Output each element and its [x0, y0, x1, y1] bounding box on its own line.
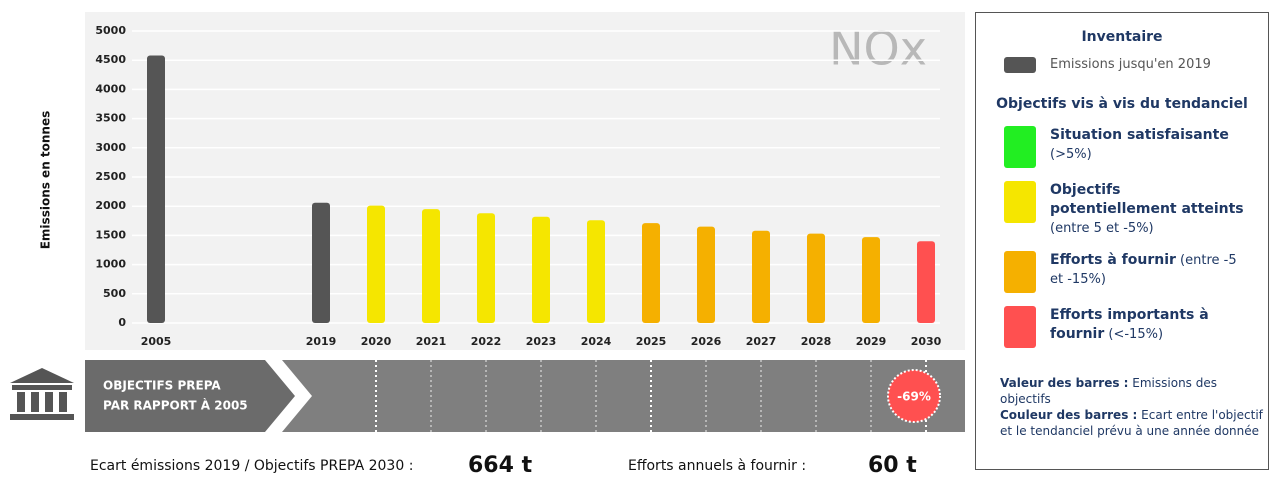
bar: [587, 220, 605, 323]
y-tick-label: 5000: [95, 24, 126, 37]
gap-label: Ecart émissions 2019 / Objectifs PREPA 2…: [90, 458, 413, 474]
note: Couleur des barres : Ecart entre l'objec…: [1000, 407, 1268, 439]
x-tick-label: 2025: [636, 335, 667, 348]
legend-swatch: [1004, 126, 1036, 168]
y-tick-label: 500: [103, 287, 126, 300]
note: Valeur des barres : Emissions des object…: [1000, 375, 1268, 407]
bar: [147, 55, 165, 323]
x-tick-label: 2020: [361, 335, 392, 348]
legend-item: Situation satisfaisante (>5%): [1004, 126, 1268, 168]
legend-range: (entre -5 et -15%): [1050, 253, 1237, 287]
legend-text: Efforts à fournir (entre -5 et -15%): [1050, 251, 1250, 289]
note-key: Valeur des barres :: [1000, 376, 1129, 390]
x-tick-label: 2023: [526, 335, 557, 348]
y-tick-label: 2000: [95, 199, 126, 212]
strip-label: OBJECTIFS PREPA: [103, 379, 221, 393]
x-tick-label: 2027: [746, 335, 777, 348]
bar: [917, 241, 935, 323]
legend: Inventaire Emissions jusqu'en 2019 Objec…: [975, 12, 1269, 470]
x-tick-label: 2019: [306, 335, 337, 348]
x-tick-label: 2022: [471, 335, 502, 348]
legend-range: (<-15%): [1108, 327, 1164, 342]
legend-title: Inventaire: [1081, 29, 1163, 45]
note-text: Emissions des objectifs: [1000, 376, 1217, 406]
bar: [697, 226, 715, 323]
legend-swatch: [1004, 306, 1036, 348]
y-tick-label: 2500: [95, 170, 126, 183]
effort-label: Efforts annuels à fournir :: [628, 458, 806, 474]
legend-item: Objectifs potentiellement atteints (entr…: [1004, 181, 1268, 238]
gap-value: 664 t: [468, 453, 533, 478]
legend-text: Objectifs potentiellement atteints (entr…: [1050, 181, 1250, 238]
legend-text: Situation satisfaisante (>5%): [1050, 126, 1250, 164]
y-tick-label: 3000: [95, 141, 126, 154]
legend-label: Efforts importants à fournir: [1050, 307, 1209, 342]
legend-label: Efforts à fournir: [1050, 252, 1176, 268]
y-tick-label: 0: [118, 316, 126, 329]
bar: [807, 233, 825, 323]
note-key: Couleur des barres :: [1000, 408, 1138, 422]
legend-item: Efforts importants à fournir (<-15%): [1004, 306, 1268, 348]
y-tick-label: 4500: [95, 53, 126, 66]
legend-swatch: [1004, 56, 1036, 73]
legend-title: Objectifs vis à vis du tendanciel: [996, 96, 1248, 112]
bar: [422, 209, 440, 323]
legend-item: Efforts à fournir (entre -5 et -15%): [1004, 251, 1268, 293]
effort-value: 60 t: [868, 453, 917, 478]
legend-item: Emissions jusqu'en 2019: [1004, 55, 1268, 74]
x-tick-label: 2030: [911, 335, 942, 348]
x-tick-label: 2028: [801, 335, 832, 348]
bar: [642, 223, 660, 323]
legend-text: Efforts importants à fournir (<-15%): [1050, 306, 1250, 344]
badge-text: -69%: [897, 390, 931, 404]
y-tick-label: 1500: [95, 228, 126, 241]
strip-label-box: [85, 360, 295, 432]
x-tick-label: 2029: [856, 335, 887, 348]
legend-label: Emissions jusqu'en 2019: [1050, 57, 1211, 72]
legend-notes: Valeur des barres : Emissions des object…: [1000, 375, 1268, 439]
bar: [752, 230, 770, 323]
bar: [367, 205, 385, 323]
legend-range: (>5%): [1050, 147, 1092, 162]
x-tick-label: 2021: [416, 335, 447, 348]
x-tick-label: 2024: [581, 335, 612, 348]
legend-label: Situation satisfaisante: [1050, 127, 1229, 143]
strip-label: PAR RAPPORT À 2005: [103, 398, 248, 413]
chevron: [265, 360, 312, 432]
y-tick-label: 1000: [95, 258, 126, 271]
y-tick-label: 4000: [95, 82, 126, 95]
bar: [312, 202, 330, 323]
chart: NOx Emissions en tonnes 0 500 1000 1500 2000…: [10, 12, 965, 478]
bank-icon: [10, 368, 74, 420]
bar: [532, 216, 550, 323]
watermark: NOx: [829, 22, 927, 76]
y-tick-label: 3500: [95, 112, 126, 125]
legend-swatch: [1004, 181, 1036, 223]
bar: [862, 237, 880, 323]
bar: [477, 213, 495, 323]
legend-swatch: [1004, 251, 1036, 293]
x-tick-label: 2026: [691, 335, 722, 348]
legend-label: Objectifs potentiellement atteints: [1050, 182, 1244, 217]
note-text: Ecart entre l'objectif et le tendanciel …: [1000, 408, 1263, 438]
y-axis-label: Emissions en tonnes: [39, 111, 53, 250]
x-tick-label: 2005: [141, 335, 172, 348]
badge: [887, 369, 941, 423]
legend-range: (entre 5 et -5%): [1050, 221, 1154, 236]
